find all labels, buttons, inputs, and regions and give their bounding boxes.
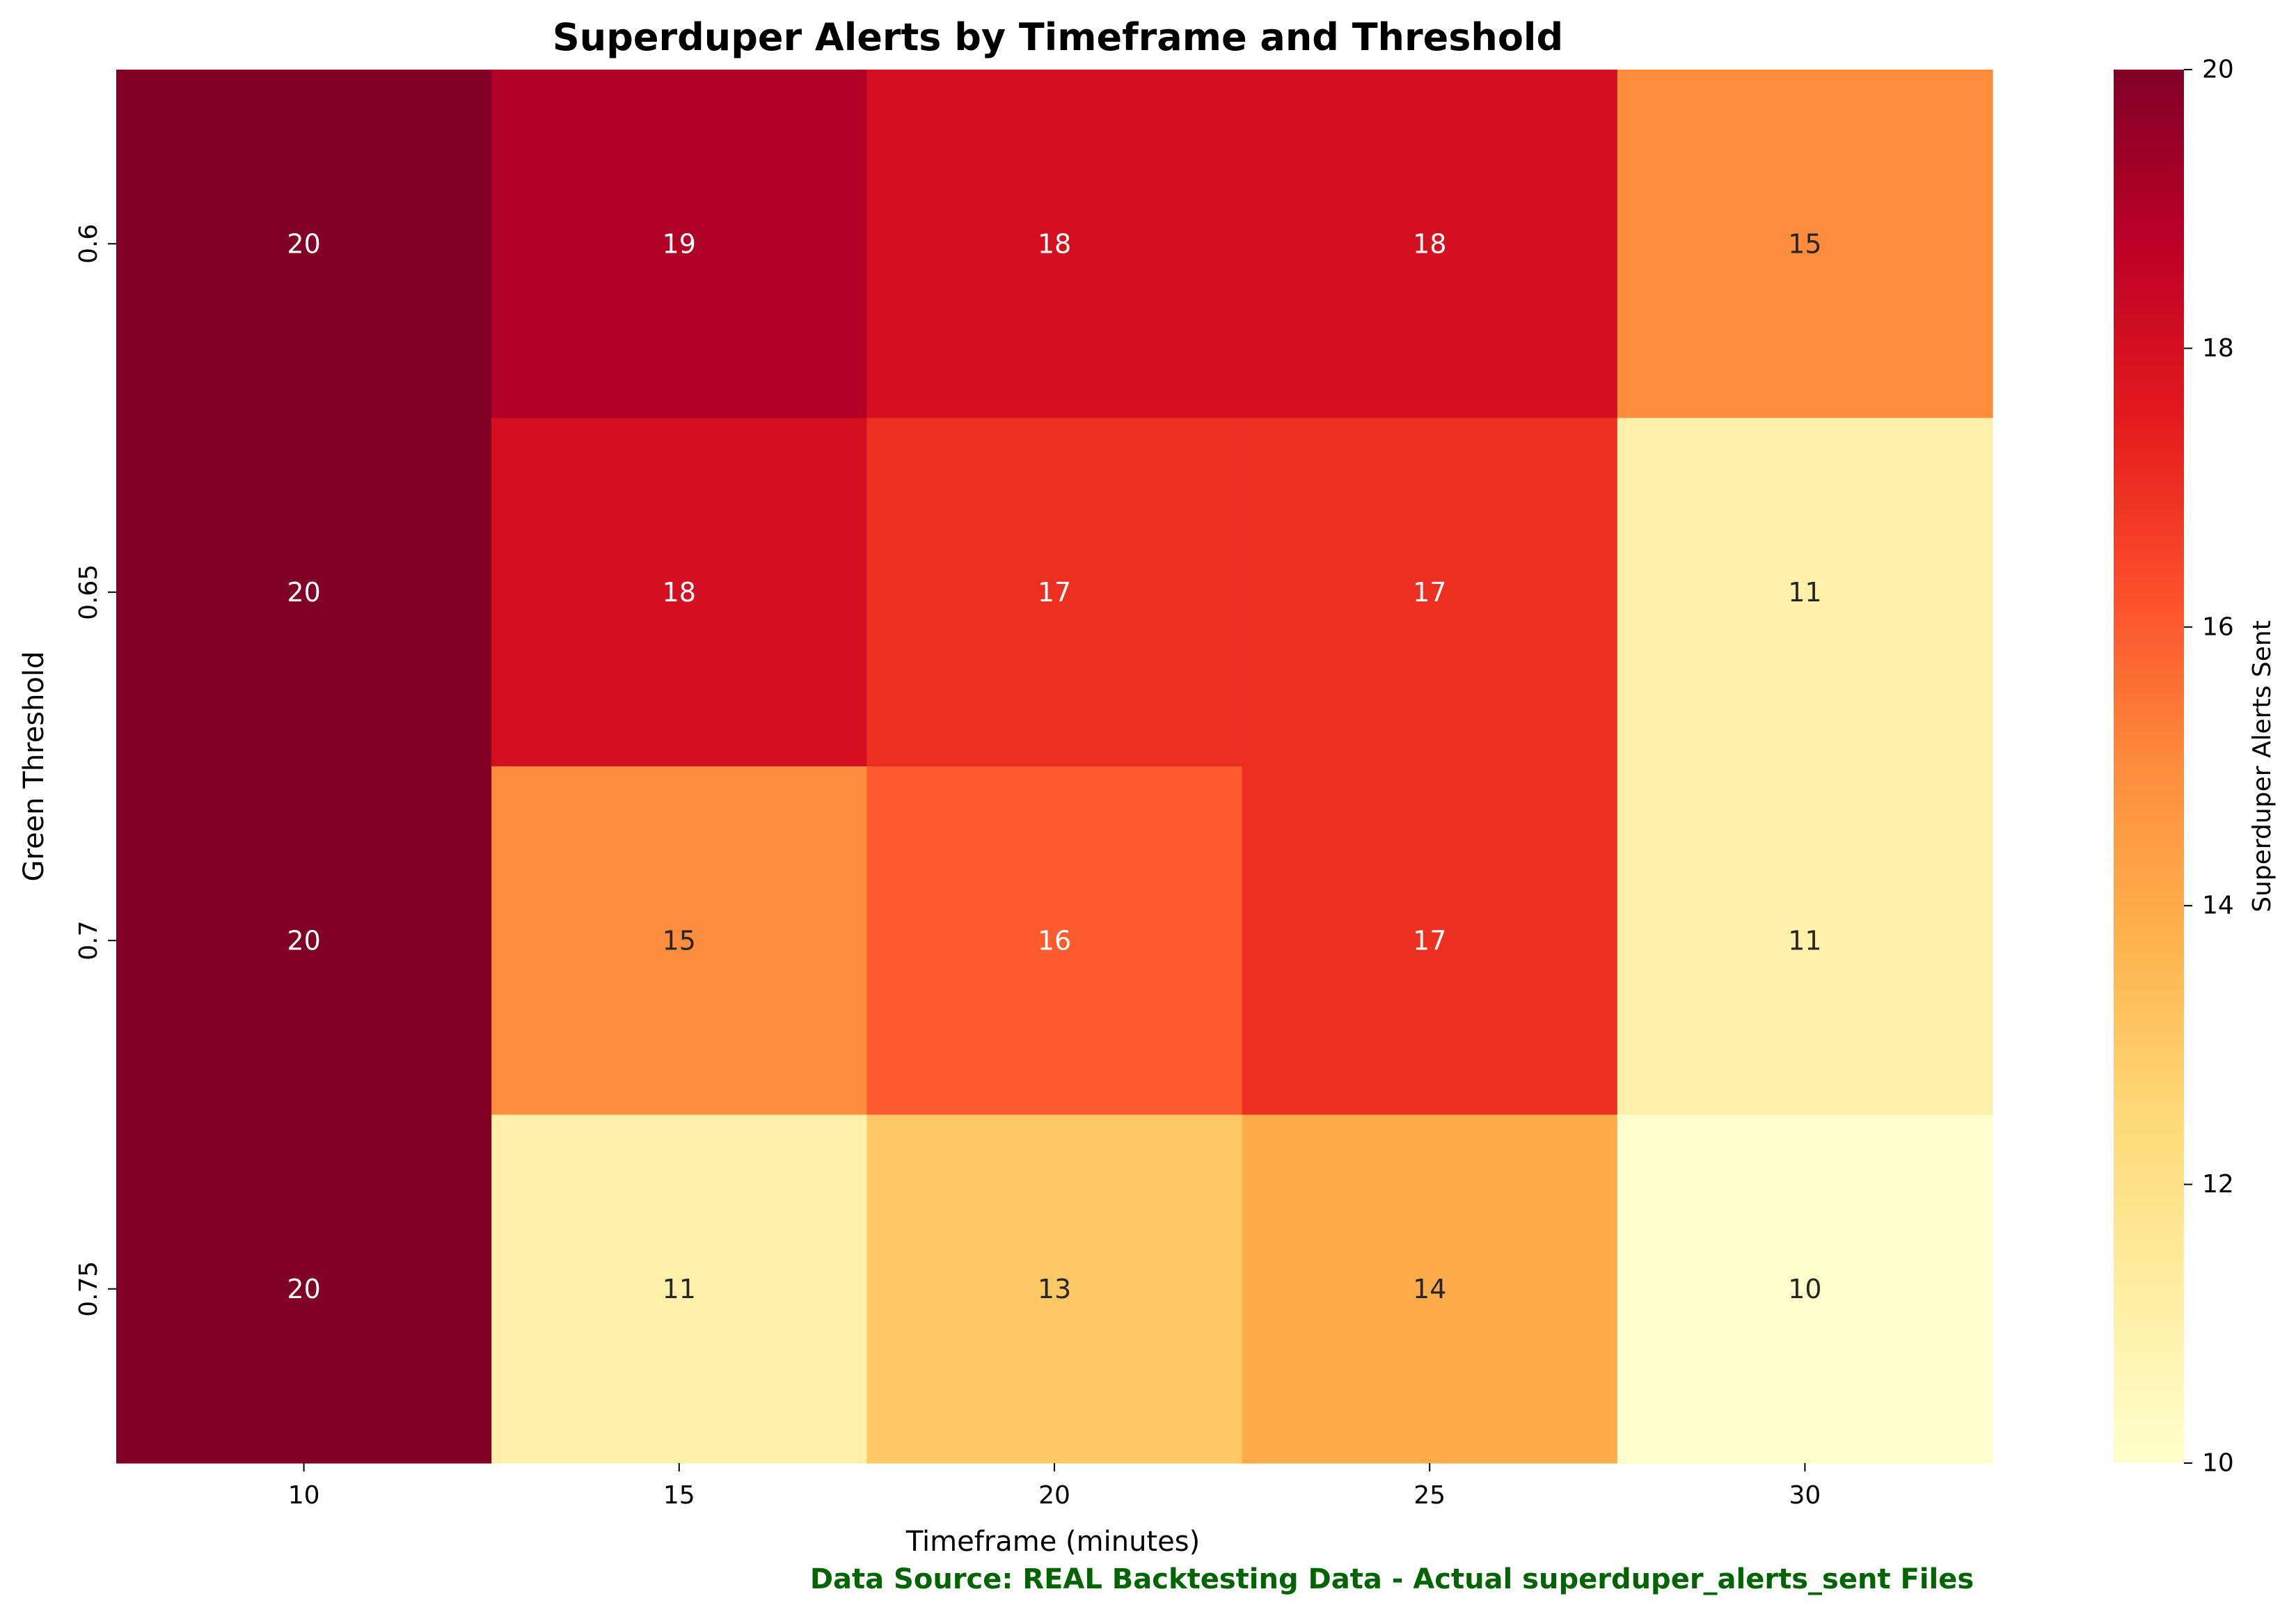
- cell-value-label: 20: [287, 1274, 320, 1304]
- cell-value-label: 10: [1788, 1274, 1821, 1304]
- colorbar-tick-label: 16: [2202, 613, 2234, 641]
- cell-value-label: 14: [1413, 1274, 1446, 1304]
- cell-value-label: 11: [1788, 577, 1821, 608]
- cell-value-label: 15: [663, 925, 696, 956]
- cell-value-label: 19: [663, 228, 696, 259]
- data-source-footnote: Data Source: REAL Backtesting Data - Act…: [810, 1563, 1974, 1595]
- cell-value-label: 13: [1038, 1274, 1071, 1304]
- cell-value-label: 16: [1038, 925, 1071, 956]
- x-tick-label: 30: [1789, 1481, 1821, 1510]
- y-tick-label: 0.75: [74, 1261, 103, 1317]
- colorbar-tick-label: 10: [2202, 1449, 2234, 1478]
- heatmap-cell: [491, 418, 867, 767]
- heatmap-cell: [1617, 70, 1993, 419]
- colorbar-tick-label: 20: [2202, 56, 2234, 84]
- y-axis-label: Green Threshold: [18, 651, 50, 882]
- cell-value-label: 20: [287, 228, 320, 259]
- heatmap-cell: [1242, 766, 1618, 1116]
- heatmap-cell: [116, 418, 492, 767]
- heatmap-cell: [1617, 418, 1993, 767]
- cell-value-label: 18: [1413, 228, 1446, 259]
- heatmap-cell: [866, 766, 1243, 1116]
- heatmap-cell: [1242, 70, 1618, 419]
- heatmap-cell: [1242, 1114, 1618, 1464]
- heatmap-cell: [116, 70, 492, 419]
- cell-value-label: 11: [663, 1274, 696, 1304]
- x-tick-label: 15: [663, 1481, 695, 1510]
- x-tick-label: 25: [1414, 1481, 1446, 1510]
- cell-value-label: 20: [287, 925, 320, 956]
- cell-value-label: 18: [1038, 228, 1071, 259]
- heatmap-cell: [866, 70, 1243, 419]
- cell-value-label: 18: [663, 577, 696, 608]
- heatmap-cell: [866, 418, 1243, 767]
- heatmap-cell: [491, 1114, 867, 1464]
- y-tick-label: 0.7: [74, 921, 103, 961]
- heatmap-cell: [1617, 766, 1993, 1116]
- colorbar-tick-label: 14: [2202, 892, 2234, 920]
- colorbar-tick-label: 18: [2202, 334, 2234, 363]
- heatmap-cell: [1617, 1114, 1993, 1464]
- heatmap-cell: [116, 766, 492, 1116]
- cell-value-label: 17: [1413, 925, 1446, 956]
- y-tick-label: 0.6: [74, 224, 103, 264]
- x-tick-label: 20: [1038, 1481, 1070, 1510]
- colorbar-tick-label: 12: [2202, 1170, 2234, 1199]
- y-tick-label: 0.65: [74, 564, 103, 620]
- heatmap-cell: [491, 766, 867, 1116]
- cell-value-label: 17: [1413, 577, 1446, 608]
- cell-value-label: 20: [287, 577, 320, 608]
- heatmap-cell: [866, 1114, 1243, 1464]
- cell-value-label: 11: [1788, 925, 1821, 956]
- x-tick-label: 10: [288, 1481, 320, 1510]
- colorbar-label: Superduper Alerts Sent: [2248, 620, 2277, 913]
- colorbar: [2114, 70, 2184, 1463]
- cell-value-label: 17: [1038, 577, 1071, 608]
- cell-value-label: 15: [1788, 228, 1821, 259]
- heatmap-cell: [491, 70, 867, 419]
- chart-title: Superduper Alerts by Timeframe and Thres…: [553, 15, 1563, 59]
- heatmap-cell: [116, 1114, 492, 1464]
- x-axis-label: Timeframe (minutes): [905, 1526, 1200, 1558]
- heatmap-cell: [1242, 418, 1618, 767]
